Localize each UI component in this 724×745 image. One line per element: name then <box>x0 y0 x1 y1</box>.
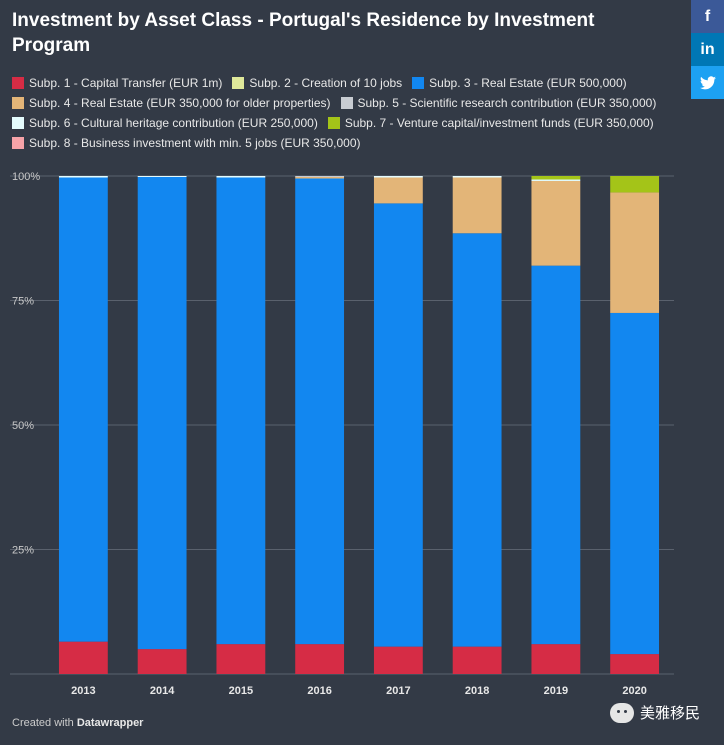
bar-segment <box>137 176 187 650</box>
bar-segment <box>216 176 266 178</box>
bar-segment <box>58 641 108 674</box>
legend-item: Subp. 8 - Business investment with min. … <box>12 134 361 151</box>
legend-label: Subp. 3 - Real Estate (EUR 500,000) <box>429 75 627 90</box>
y-tick-label: 25% <box>12 545 34 557</box>
bar-segment <box>373 176 423 178</box>
bar-segment <box>531 265 581 645</box>
x-tick-label: 2018 <box>465 685 489 697</box>
legend-item: Subp. 2 - Creation of 10 jobs <box>232 74 402 91</box>
legend-item: Subp. 6 - Cultural heritage contribution… <box>12 114 318 131</box>
bar-segment <box>610 192 660 313</box>
y-tick-label: 50% <box>12 420 34 432</box>
y-tick-label: 100% <box>12 171 40 183</box>
chart-title: Investment by Asset Class - Portugal's R… <box>12 10 595 56</box>
bar-segment <box>531 176 581 180</box>
x-tick-label: 2014 <box>150 685 175 697</box>
legend-item: Subp. 1 - Capital Transfer (EUR 1m) <box>12 74 222 91</box>
bar-segment <box>295 644 345 674</box>
x-tick-label: 2016 <box>307 685 331 697</box>
bar-segment <box>531 644 581 674</box>
legend-label: Subp. 8 - Business investment with min. … <box>29 135 361 150</box>
legend-swatch <box>340 96 353 109</box>
watermark: 美雅移民 <box>609 702 700 723</box>
linkedin-icon: in <box>700 40 715 58</box>
x-tick-label: 2015 <box>229 685 253 697</box>
legend-label: Subp. 4 - Real Estate (EUR 350,000 for o… <box>29 95 331 110</box>
bar-segment <box>452 177 502 234</box>
bar-segment <box>373 177 423 204</box>
legend-swatch <box>12 76 24 89</box>
legend-label: Subp. 1 - Capital Transfer (EUR 1m) <box>29 75 223 90</box>
legend-label: Subp. 5 - Scientific research contributi… <box>357 95 657 110</box>
legend-swatch <box>12 116 24 129</box>
bar-segment <box>216 177 266 645</box>
chart-legend: Subp. 1 - Capital Transfer (EUR 1m) Subp.… <box>12 74 662 151</box>
wechat-icon <box>609 702 634 723</box>
bar-segment <box>58 176 108 178</box>
twitter-icon <box>699 75 716 89</box>
legend-swatch <box>232 76 245 89</box>
legend-swatch <box>12 96 24 109</box>
bar-segment <box>373 646 423 674</box>
bar-segment <box>531 180 581 266</box>
bar-segment <box>216 644 266 674</box>
bar-segment <box>137 649 187 674</box>
x-tick-label: 2013 <box>71 685 95 697</box>
legend-swatch <box>12 136 24 149</box>
legend-item: Subp. 4 - Real Estate (EUR 350,000 for o… <box>12 94 331 111</box>
bar-segment <box>452 176 502 178</box>
stacked-bar-chart: 25% 50% 75% 100% 2013 2014 2015 2016 2017 2018 201… <box>10 171 674 697</box>
x-tick-label: 2017 <box>386 685 410 697</box>
credit-brand[interactable]: Datawrapper <box>76 717 144 729</box>
legend-label: Subp. 2 - Creation of 10 jobs <box>249 75 403 90</box>
credit-footer: Created with Datawrapper <box>12 717 143 729</box>
twitter-share-button[interactable] <box>691 66 724 99</box>
facebook-icon: f <box>704 7 711 25</box>
linkedin-share-button[interactable]: in <box>691 33 724 66</box>
bar-segment <box>610 312 660 655</box>
y-tick-label: 75% <box>12 296 34 308</box>
bar-segment <box>58 177 108 642</box>
bar-segment <box>452 233 502 647</box>
bar-segment <box>137 176 187 177</box>
bar-segment <box>452 646 502 674</box>
legend-swatch <box>412 76 425 89</box>
legend-item: Subp. 5 - Scientific research contributi… <box>340 94 657 111</box>
legend-swatch <box>327 116 340 129</box>
bar-segment <box>295 178 345 645</box>
x-tick-label: 2020 <box>622 685 646 697</box>
bar-segment <box>295 176 345 177</box>
watermark-text: 美雅移民 <box>639 705 700 722</box>
legend-label: Subp. 7 - Venture capital/investment fun… <box>344 115 654 130</box>
legend-item: Subp. 7 - Venture capital/investment fun… <box>327 114 654 131</box>
bar-segment <box>610 176 660 193</box>
bar-segment <box>610 654 660 674</box>
facebook-share-button[interactable]: f <box>691 0 724 33</box>
bar-segment <box>531 179 581 181</box>
legend-label: Subp. 6 - Cultural heritage contribution… <box>29 115 318 130</box>
bar-segment <box>373 203 423 647</box>
share-bar: f in <box>691 0 724 99</box>
credit-prefix: Created with <box>12 717 74 729</box>
bar-segment <box>295 176 345 179</box>
x-tick-label: 2019 <box>544 685 568 697</box>
legend-item: Subp. 3 - Real Estate (EUR 500,000) <box>412 74 627 91</box>
